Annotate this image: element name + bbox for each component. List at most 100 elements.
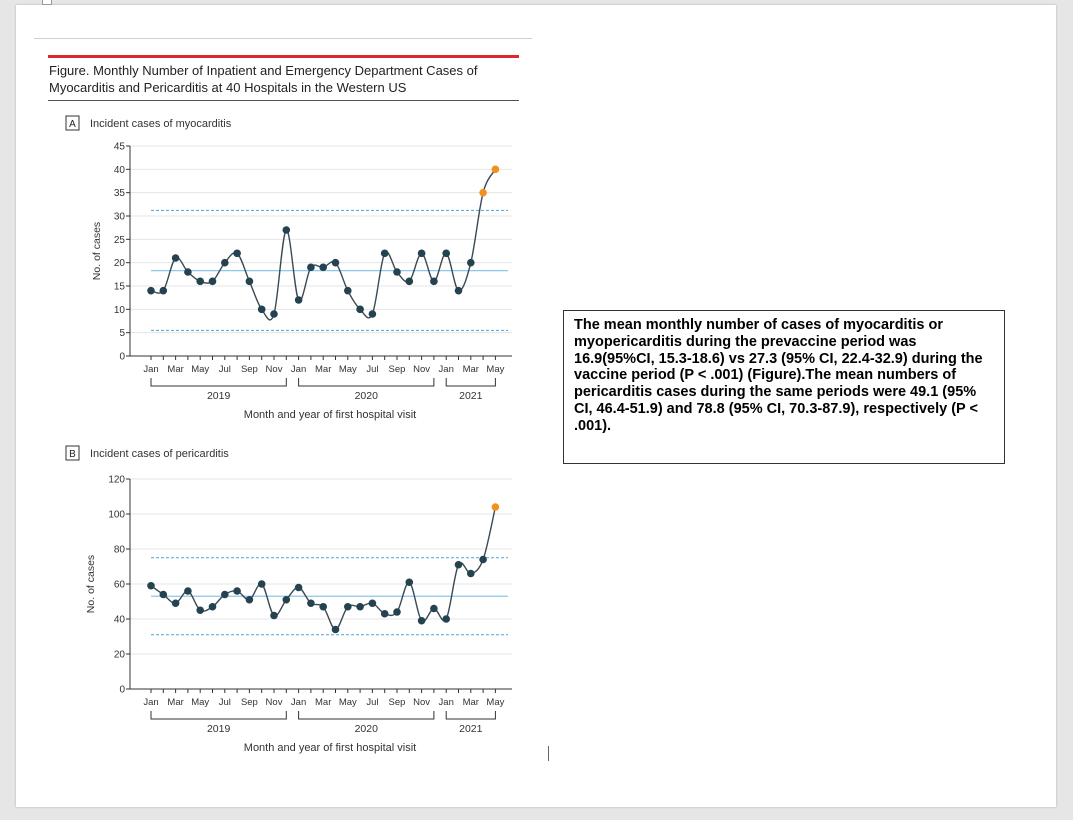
year-label: 2020 [355, 390, 379, 402]
page-corner-marker [42, 0, 52, 5]
y-tick-label: 40 [114, 165, 126, 176]
data-point [270, 310, 278, 318]
data-point [221, 590, 229, 599]
year-bracket [445, 378, 496, 387]
data-point [344, 602, 352, 611]
x-tick-label: Jan [439, 364, 454, 375]
year-label: 2021 [459, 390, 483, 402]
data-point [454, 560, 463, 569]
x-tick-label: Sep [389, 697, 406, 708]
data-point [442, 249, 451, 258]
series-line [150, 168, 497, 321]
data-point [319, 602, 328, 611]
figure-title: Figure. Monthly Number of Inpatient and … [49, 63, 478, 95]
data-point [233, 587, 241, 595]
data-point [307, 599, 315, 608]
x-tick-label: Jan [143, 697, 158, 708]
x-tick-label: Jan [291, 697, 306, 708]
y-tick-label: 5 [119, 328, 125, 339]
data-point [319, 263, 328, 272]
vaccine-period-point [491, 165, 500, 174]
data-point [368, 599, 377, 608]
vaccine-period-point [491, 503, 500, 511]
y-tick-label: 20 [114, 258, 126, 269]
x-tick-label: Nov [413, 364, 430, 375]
x-tick-label: Mar [315, 697, 331, 708]
data-point [171, 599, 180, 608]
x-tick-label: Mar [463, 697, 479, 708]
data-point [393, 608, 401, 616]
figure-title-bar [48, 55, 519, 58]
y-tick-label: 100 [108, 510, 125, 521]
data-point [147, 581, 155, 590]
x-tick-label: Jan [143, 364, 158, 375]
data-point [479, 555, 487, 564]
panel-letter-box [65, 445, 80, 461]
data-point [417, 249, 426, 258]
data-point [245, 595, 254, 604]
data-point [380, 609, 389, 618]
summary-text: The mean monthly number of cases of myoc… [574, 317, 983, 434]
y-tick-label: 60 [114, 580, 126, 591]
x-tick-label: Mar [167, 364, 183, 375]
summary-text-box[interactable]: The mean monthly number of cases of myoc… [563, 310, 1005, 464]
data-point [331, 258, 340, 267]
x-tick-label: Jul [219, 697, 231, 708]
data-point [233, 249, 241, 258]
y-tick-label: 45 [114, 142, 126, 153]
x-tick-label: May [339, 364, 357, 375]
y-tick-label: 80 [114, 545, 126, 556]
data-point [454, 286, 463, 295]
x-tick-label: Jul [366, 364, 378, 375]
y-axis-label: No. of cases [91, 222, 103, 280]
x-tick-label: Jan [439, 697, 454, 708]
data-point [405, 578, 414, 587]
x-tick-label: Mar [167, 697, 183, 708]
data-point [467, 258, 475, 267]
data-point [208, 277, 217, 286]
data-point [208, 602, 217, 611]
data-point [270, 611, 278, 620]
x-tick-label: Sep [389, 364, 406, 375]
y-tick-label: 120 [108, 475, 125, 486]
year-bracket [150, 378, 287, 387]
x-tick-label: Nov [266, 697, 283, 708]
data-point [257, 305, 266, 314]
x-tick-label: Nov [413, 697, 430, 708]
panel-letter: A [69, 119, 76, 130]
x-tick-label: Jul [219, 364, 231, 375]
data-point [417, 616, 426, 625]
data-point [159, 590, 168, 599]
data-point [405, 277, 414, 286]
y-tick-label: 30 [114, 212, 126, 223]
data-point [467, 569, 475, 578]
data-point [171, 254, 180, 262]
x-tick-label: Sep [241, 697, 258, 708]
panel-title: Incident cases of myocarditis [90, 118, 232, 130]
y-tick-label: 20 [114, 650, 126, 661]
year-bracket [298, 711, 435, 720]
x-tick-label: May [191, 697, 209, 708]
data-point [344, 286, 352, 295]
data-point [184, 587, 192, 595]
data-point [245, 277, 254, 286]
x-tick-label: Sep [241, 364, 258, 375]
x-axis-label: Month and year of first hospital visit [244, 742, 416, 754]
year-bracket [445, 711, 496, 720]
x-tick-label: May [486, 697, 504, 708]
header-rule [34, 38, 532, 39]
data-point [393, 268, 401, 276]
figure-title-rule [48, 100, 519, 101]
data-point [196, 606, 204, 615]
data-point [356, 305, 364, 314]
y-tick-label: 15 [114, 282, 126, 293]
year-label: 2019 [207, 390, 231, 402]
chart-panel-b: B Incident cases of pericarditis 0 20 40 60 80… [65, 445, 512, 754]
data-point [282, 595, 291, 604]
panel-letter-box [65, 115, 80, 131]
panel-letter: B [69, 449, 76, 460]
data-point [221, 258, 229, 267]
year-label: 2019 [207, 723, 231, 735]
year-bracket [298, 378, 435, 387]
x-tick-label: Jul [366, 697, 378, 708]
